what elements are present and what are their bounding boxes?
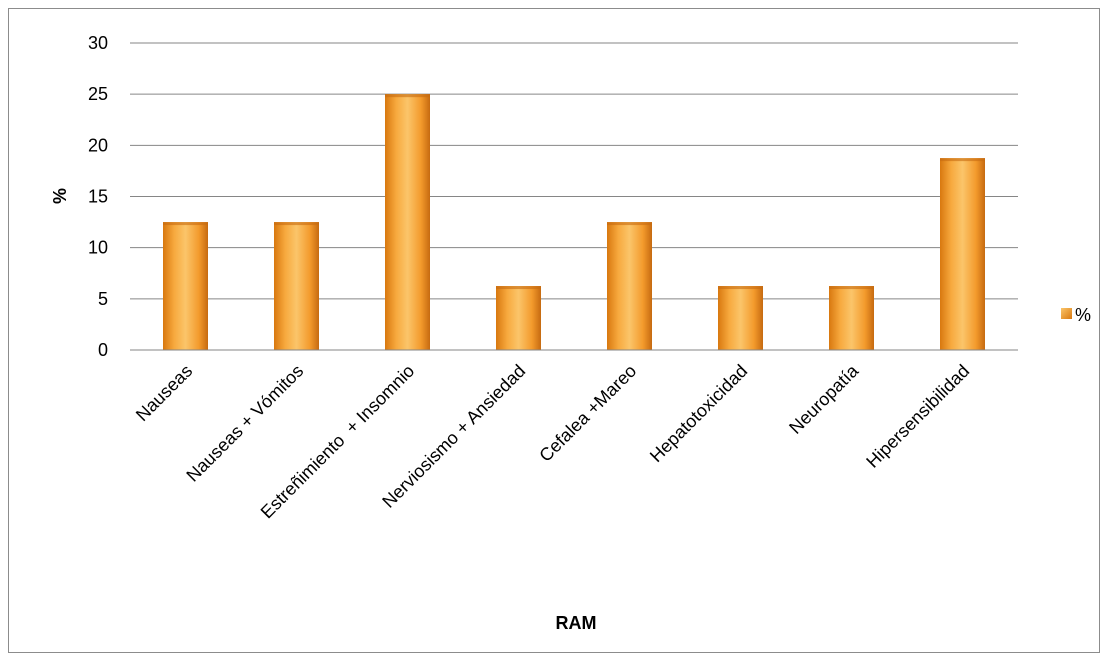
bars <box>163 94 985 351</box>
x-category-label: Cefalea +Mareo <box>535 361 640 466</box>
bar-top-edge <box>274 222 319 226</box>
bar-top-edge <box>496 286 541 290</box>
bar-top-edge <box>718 286 763 290</box>
x-category-label: Hipersensibilidad <box>862 361 973 472</box>
bar <box>718 286 763 350</box>
bar <box>496 286 541 350</box>
x-category-label: Nauseas <box>132 361 196 425</box>
y-axis-title: % <box>50 188 70 204</box>
y-tick-label: 0 <box>98 340 108 360</box>
bar <box>163 222 208 350</box>
legend: % <box>1061 305 1091 325</box>
x-axis-title: RAM <box>556 613 597 633</box>
bar <box>274 222 319 350</box>
y-axis-ticks: 0 5 10 15 20 25 30 <box>88 33 108 360</box>
x-category-label: Nauseas + Vómitos <box>182 361 307 486</box>
bar <box>607 222 652 350</box>
bar <box>940 158 985 350</box>
bar-top-edge <box>607 222 652 226</box>
bar-top-edge <box>829 286 874 290</box>
y-tick-label: 10 <box>88 238 108 258</box>
y-tick-label: 15 <box>88 187 108 207</box>
bar-top-edge <box>940 158 985 162</box>
legend-label: % <box>1075 305 1091 325</box>
bar-top-edge <box>163 222 208 226</box>
y-tick-label: 5 <box>98 289 108 309</box>
y-tick-label: 30 <box>88 33 108 53</box>
x-category-label: Hepatotoxicidad <box>646 361 751 466</box>
legend-swatch <box>1061 308 1072 319</box>
bar <box>385 94 430 351</box>
y-tick-label: 20 <box>88 135 108 155</box>
gridlines <box>130 42 1018 300</box>
y-tick-label: 25 <box>88 84 108 104</box>
bar-top-edge <box>385 94 430 98</box>
x-category-label: Neuropatía <box>785 360 863 438</box>
bar <box>829 286 874 350</box>
